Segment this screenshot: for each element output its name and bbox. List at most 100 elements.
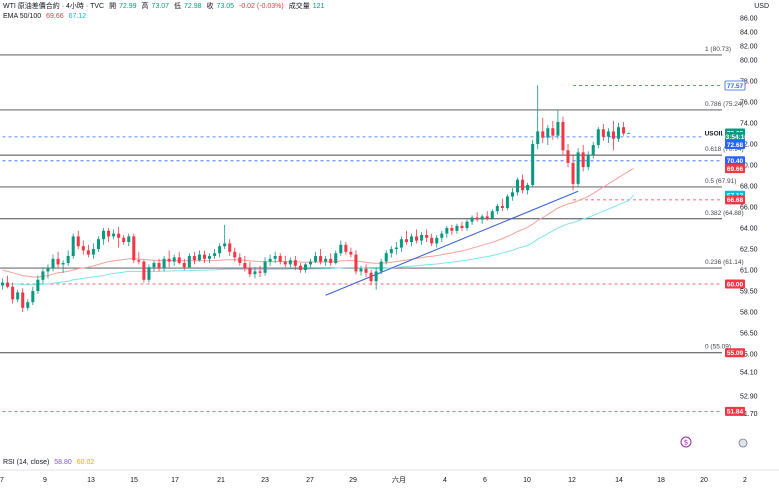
candle[interactable] [581, 145, 585, 172]
candle[interactable] [430, 233, 434, 247]
price-tag[interactable]: 72.68 [725, 140, 745, 150]
candle[interactable] [546, 125, 550, 146]
candle[interactable] [101, 228, 106, 245]
candle[interactable] [238, 253, 242, 266]
candle[interactable] [228, 239, 232, 256]
candle[interactable] [288, 257, 292, 268]
candle[interactable] [576, 148, 580, 188]
candle[interactable] [611, 120, 615, 151]
candle[interactable] [521, 174, 525, 194]
candle[interactable] [460, 221, 464, 231]
candle[interactable] [364, 264, 368, 277]
candle[interactable] [591, 141, 595, 159]
candle[interactable] [561, 116, 565, 155]
candle[interactable] [218, 243, 222, 258]
candle[interactable] [420, 232, 424, 245]
candle[interactable] [551, 120, 555, 140]
price-tag[interactable]: 69.66 [725, 164, 745, 174]
candle[interactable] [329, 253, 333, 266]
ema100-line[interactable] [2, 194, 634, 286]
candle[interactable] [137, 251, 141, 265]
candle[interactable] [319, 249, 323, 265]
header-line-2[interactable]: EMA 50/100 69.66 67.12 [3, 12, 89, 21]
symbol-title[interactable]: WTI 原油差價合約 · 4小時 · TVC [3, 3, 105, 10]
candle[interactable] [541, 117, 545, 143]
candle[interactable] [41, 267, 45, 284]
candle[interactable] [622, 121, 626, 136]
price-tag[interactable]: USOIL [704, 128, 725, 138]
candle[interactable] [51, 254, 55, 272]
candle[interactable] [485, 211, 489, 221]
candle[interactable] [263, 257, 267, 276]
candle[interactable] [409, 233, 414, 247]
candle[interactable] [349, 247, 353, 258]
price-tag[interactable]: 03:54:10 [722, 132, 748, 142]
candle[interactable] [167, 250, 171, 268]
candle[interactable] [324, 256, 328, 266]
candle[interactable] [480, 214, 484, 224]
candle[interactable] [273, 251, 277, 263]
candle[interactable] [26, 299, 30, 311]
candle[interactable] [399, 236, 403, 252]
candle[interactable] [127, 233, 131, 247]
price-tag[interactable]: 70.40 [725, 156, 745, 166]
candle[interactable] [435, 235, 439, 248]
candle[interactable] [344, 242, 348, 255]
price-tag[interactable]: 55.09 [725, 348, 745, 358]
candle[interactable] [187, 253, 191, 269]
candle[interactable] [61, 260, 65, 273]
candle[interactable] [586, 151, 590, 171]
candle[interactable] [394, 242, 398, 255]
ema50-line[interactable] [2, 168, 634, 278]
candle[interactable] [425, 229, 429, 242]
candle[interactable] [536, 85, 540, 150]
candle[interactable] [339, 240, 343, 256]
candle[interactable] [465, 219, 469, 231]
candle[interactable] [36, 275, 40, 294]
candle[interactable] [283, 256, 287, 268]
candle[interactable] [379, 258, 383, 275]
candle[interactable] [415, 229, 419, 244]
candle[interactable] [505, 194, 509, 211]
candle[interactable] [389, 246, 393, 258]
candle[interactable] [490, 209, 494, 220]
candle[interactable] [495, 203, 499, 215]
candle[interactable] [303, 263, 307, 273]
candle[interactable] [147, 264, 151, 283]
candle[interactable] [91, 243, 95, 259]
candle[interactable] [16, 289, 20, 303]
candle[interactable] [455, 223, 459, 234]
candle[interactable] [86, 244, 90, 258]
candle[interactable] [566, 144, 570, 168]
candle[interactable] [526, 182, 530, 195]
price-tag[interactable]: 51.84 [725, 406, 745, 416]
candle[interactable] [516, 177, 520, 196]
candle[interactable] [177, 251, 181, 265]
candle[interactable] [450, 224, 454, 235]
candle[interactable] [117, 226, 121, 248]
candle[interactable] [157, 258, 161, 272]
candle[interactable] [233, 247, 237, 262]
candle[interactable] [253, 267, 257, 279]
candle[interactable] [132, 233, 136, 263]
candle[interactable] [596, 127, 600, 149]
candle[interactable] [71, 233, 75, 259]
candle[interactable] [571, 155, 575, 191]
candle[interactable] [314, 251, 318, 263]
candle[interactable] [500, 198, 504, 212]
flag-icon[interactable] [738, 438, 748, 448]
candle[interactable] [6, 275, 10, 289]
candle[interactable] [96, 236, 100, 252]
candle[interactable] [258, 265, 262, 277]
candle[interactable] [197, 250, 201, 262]
candle[interactable] [11, 282, 15, 304]
candle[interactable] [627, 132, 631, 134]
candle[interactable] [404, 230, 408, 245]
candle[interactable] [162, 256, 166, 272]
candle[interactable] [208, 253, 212, 263]
candle[interactable] [122, 235, 126, 245]
candle[interactable] [56, 251, 60, 269]
candle[interactable] [21, 288, 25, 312]
price-tag[interactable]: 77.57 [724, 80, 746, 91]
